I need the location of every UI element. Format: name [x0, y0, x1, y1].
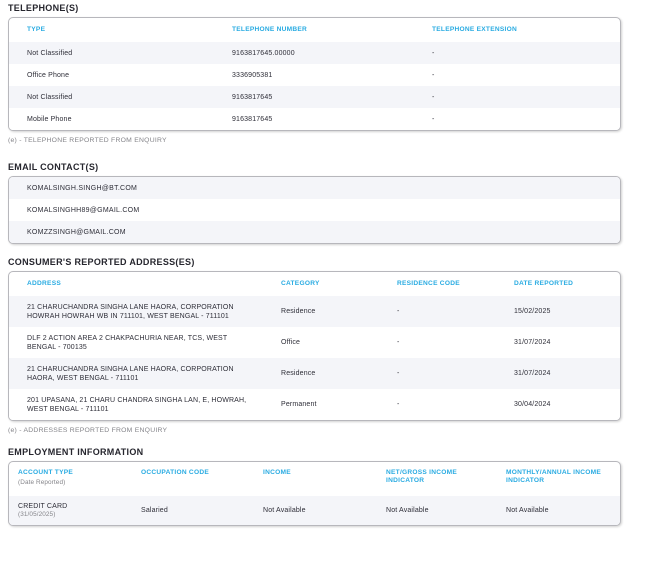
telephones-table-card: TYPE TELEPHONE NUMBER TELEPHONE EXTENSIO…: [8, 17, 621, 131]
col-header-telephone-number: TELEPHONE NUMBER: [232, 26, 308, 34]
telephone-number: 3336905381: [232, 71, 273, 79]
telephone-row: Not Classified 9163817645 -: [9, 86, 620, 108]
telephone-type: Mobile Phone: [27, 115, 72, 123]
address-date-reported: 30/04/2024: [514, 401, 551, 408]
address-category: Residence: [281, 308, 316, 315]
section-emails: EMAIL CONTACT(S) KOMALSINGH.SINGH@BT.COM…: [8, 162, 621, 244]
telephones-footnote: (e) - TELEPHONE REPORTED FROM ENQUIRY: [8, 137, 167, 144]
address-category: Residence: [281, 370, 316, 377]
employment-header-row: ACCOUNT TYPE (Date Reported) OCCUPATION …: [9, 462, 620, 496]
email-list-item: KOMALSINGHH89@GMAIL.COM: [9, 199, 620, 221]
address-text: 201 UPASANA, 21 CHARU CHANDRA SINGHA LAN…: [27, 396, 247, 413]
col-header-occupation-code: OCCUPATION CODE: [141, 469, 209, 476]
col-header-type: TYPE: [27, 26, 46, 34]
account-type-header-sub: (Date Reported): [18, 478, 66, 486]
telephone-extension: -: [432, 71, 435, 79]
address-row: 201 UPASANA, 21 CHARU CHANDRA SINGHA LAN…: [9, 389, 620, 420]
address-date-reported: 15/02/2025: [514, 308, 551, 315]
address-residence-code: -: [397, 308, 400, 315]
address-text: DLF 2 ACTION AREA 2 CHAKPACHURIA NEAR, T…: [27, 334, 228, 351]
employment-section-title: EMPLOYMENT INFORMATION: [8, 447, 144, 457]
addresses-header-row: ADDRESS CATEGORY RESIDENCE CODE DATE REP…: [9, 272, 620, 296]
employment-occupation-code: Salaried: [141, 507, 168, 514]
section-employment: EMPLOYMENT INFORMATION ACCOUNT TYPE (Dat…: [8, 447, 621, 526]
address-row: 21 CHARUCHANDRA SINGHA LANE HAORA, CORPO…: [9, 296, 620, 327]
telephone-number: 9163817645: [232, 115, 273, 123]
emails-list: KOMALSINGH.SINGH@BT.COM KOMALSINGHH89@GM…: [9, 177, 620, 243]
telephone-number: 9163817645.00000: [232, 49, 295, 57]
telephones-section-title: TELEPHONE(S): [8, 3, 79, 13]
telephone-type: Office Phone: [27, 71, 70, 79]
telephones-table: TYPE TELEPHONE NUMBER TELEPHONE EXTENSIO…: [9, 18, 620, 130]
addresses-table: ADDRESS CATEGORY RESIDENCE CODE DATE REP…: [9, 272, 620, 420]
address-residence-code: -: [397, 370, 400, 377]
telephone-extension: -: [432, 93, 435, 101]
col-header-monthly-annual-income-indicator: MONTHLY/ANNUAL INCOME INDICATOR: [506, 469, 601, 484]
address-text: 21 CHARUCHANDRA SINGHA LANE HAORA, CORPO…: [27, 303, 234, 320]
address-residence-code: -: [397, 401, 400, 408]
address-category: Permanent: [281, 401, 317, 408]
col-header-account-type: ACCOUNT TYPE (Date Reported): [9, 462, 132, 496]
telephone-row: Mobile Phone 9163817645 -: [9, 108, 620, 130]
col-header-date-reported: DATE REPORTED: [514, 280, 574, 288]
email-list-item: KOMZZSINGH@GMAIL.COM: [9, 221, 620, 243]
telephone-type: Not Classified: [27, 49, 73, 57]
employment-account-type: CREDIT CARD: [18, 503, 68, 510]
section-telephones: TELEPHONE(S) TYPE TELEPHONE NUMBER TELEP…: [8, 3, 621, 144]
email-list-item: KOMALSINGH.SINGH@BT.COM: [9, 177, 620, 199]
telephones-header-row: TYPE TELEPHONE NUMBER TELEPHONE EXTENSIO…: [9, 18, 620, 42]
address-row: DLF 2 ACTION AREA 2 CHAKPACHURIA NEAR, T…: [9, 327, 620, 358]
col-header-net-gross-income-indicator: NET/GROSS INCOME INDICATOR: [386, 469, 458, 484]
telephone-number: 9163817645: [232, 93, 273, 101]
col-header-address: ADDRESS: [27, 280, 61, 288]
employment-table-card: ACCOUNT TYPE (Date Reported) OCCUPATION …: [8, 461, 621, 526]
telephone-row: Not Classified 9163817645.00000 -: [9, 42, 620, 64]
col-header-category: CATEGORY: [281, 280, 320, 288]
employment-table: ACCOUNT TYPE (Date Reported) OCCUPATION …: [9, 462, 620, 525]
employment-account-type-cell: CREDIT CARD (31/05/2025): [9, 496, 132, 525]
employment-row: CREDIT CARD (31/05/2025) Salaried Not Av…: [9, 496, 620, 525]
addresses-footnote: (e) - ADDRESSES REPORTED FROM ENQUIRY: [8, 427, 168, 434]
employment-net-gross-indicator: Not Available: [386, 507, 429, 514]
address-category: Office: [281, 339, 301, 346]
credit-report-page: TELEPHONE(S) TYPE TELEPHONE NUMBER TELEP…: [8, 3, 621, 526]
addresses-section-title: CONSUMER'S REPORTED ADDRESS(ES): [8, 257, 195, 267]
address-date-reported: 31/07/2024: [514, 370, 551, 377]
section-addresses: CONSUMER'S REPORTED ADDRESS(ES) ADDRESS …: [8, 257, 621, 434]
telephone-extension: -: [432, 115, 435, 123]
addresses-table-card: ADDRESS CATEGORY RESIDENCE CODE DATE REP…: [8, 271, 621, 421]
emails-list-card: KOMALSINGH.SINGH@BT.COM KOMALSINGHH89@GM…: [8, 176, 621, 244]
telephone-type: Not Classified: [27, 93, 73, 101]
telephone-extension: -: [432, 49, 435, 57]
employment-date-reported: (31/05/2025): [18, 511, 56, 518]
employment-income: Not Available: [263, 507, 306, 514]
emails-section-title: EMAIL CONTACT(S): [8, 162, 99, 172]
col-header-residence-code: RESIDENCE CODE: [397, 280, 460, 288]
telephone-row: Office Phone 3336905381 -: [9, 64, 620, 86]
employment-monthly-annual-indicator: Not Available: [506, 507, 549, 514]
col-header-telephone-extension: TELEPHONE EXTENSION: [432, 26, 517, 34]
col-header-income: INCOME: [263, 469, 291, 476]
address-residence-code: -: [397, 339, 400, 346]
address-text: 21 CHARUCHANDRA SINGHA LANE HAORA, CORPO…: [27, 365, 234, 382]
account-type-header-label: ACCOUNT TYPE: [18, 469, 74, 476]
address-date-reported: 31/07/2024: [514, 339, 551, 346]
address-row: 21 CHARUCHANDRA SINGHA LANE HAORA, CORPO…: [9, 358, 620, 389]
